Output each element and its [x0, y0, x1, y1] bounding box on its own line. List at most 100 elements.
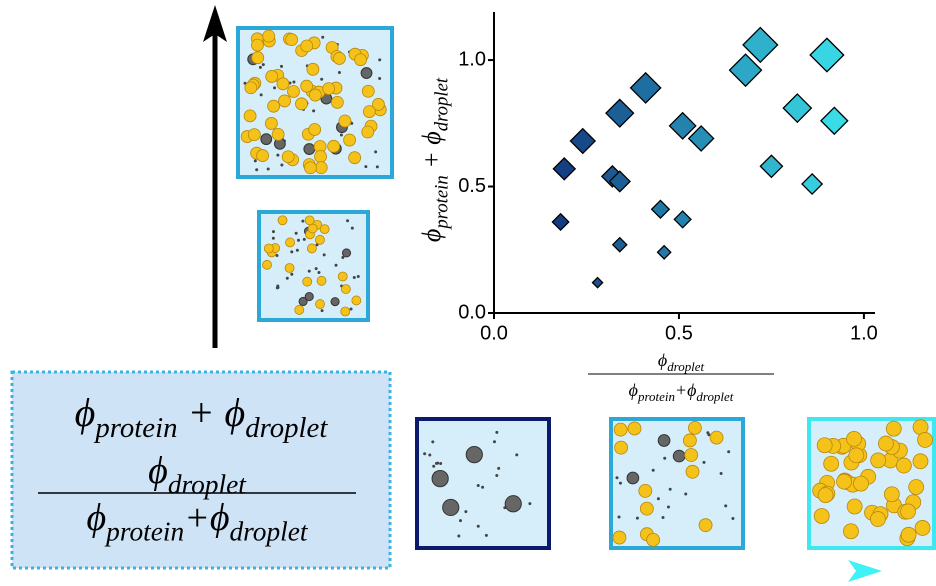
polymer-bead: [317, 270, 321, 274]
math-part: protein: [104, 517, 184, 547]
polymer-bead: [719, 471, 723, 475]
droplet: [271, 128, 285, 141]
y-tick-label: 0.5: [458, 175, 486, 197]
polymer-bead: [495, 473, 499, 477]
droplet: [308, 88, 322, 102]
droplet: [284, 263, 295, 273]
droplet: [316, 275, 327, 286]
protein-cluster: [504, 495, 522, 513]
droplet: [314, 150, 327, 163]
droplet: [285, 237, 295, 248]
droplet: [267, 99, 281, 113]
math-part: droplet: [168, 470, 247, 500]
droplet: [306, 62, 320, 76]
polymer-bead: [364, 165, 368, 169]
droplet: [843, 523, 859, 540]
polymer-bead: [484, 533, 488, 537]
droplet: [816, 437, 833, 454]
point: [782, 93, 813, 124]
point: [608, 170, 631, 193]
polymer-bead: [312, 109, 316, 113]
droplet: [244, 81, 258, 95]
polymer-bead: [356, 274, 360, 278]
point: [629, 71, 662, 104]
polymer-bead: [378, 77, 382, 81]
droplet: [256, 149, 269, 162]
polymer-bead: [476, 483, 480, 487]
droplet: [895, 457, 912, 474]
point: [742, 26, 779, 64]
droplet: [914, 520, 931, 536]
droplet: [627, 421, 642, 436]
droplet: [361, 84, 375, 98]
point: [668, 111, 697, 140]
polymer-bead: [346, 219, 350, 223]
droplet: [308, 123, 322, 136]
polymer-bead: [457, 534, 461, 538]
math-label: ϕprotein + ϕdroplet: [417, 77, 452, 242]
protein-cluster: [657, 434, 671, 447]
droplet: [817, 487, 834, 504]
polymer-bead: [321, 35, 325, 39]
droplet: [304, 161, 317, 175]
math-part: +: [417, 145, 446, 176]
vertical-arrow-head: [203, 5, 227, 42]
point: [552, 156, 577, 181]
math-part: droplet: [696, 389, 733, 404]
polymer-bead: [495, 430, 499, 434]
polymer-bead: [350, 226, 354, 230]
math-part: droplet: [245, 412, 328, 444]
polymer-bead: [635, 516, 639, 520]
polymer-bead: [276, 153, 280, 157]
polymer-bead: [275, 253, 279, 257]
polymer-bead: [615, 476, 619, 480]
polymer-bead: [663, 456, 667, 460]
droplet: [315, 299, 325, 309]
polymer-bead: [435, 461, 439, 465]
droplet: [612, 530, 627, 545]
droplet: [823, 455, 840, 472]
polymer-bead: [431, 440, 435, 444]
droplet: [870, 511, 886, 527]
polymer-bead: [334, 263, 338, 267]
droplet: [300, 39, 314, 53]
droplet: [878, 435, 894, 452]
polymer-bead: [651, 468, 655, 472]
droplet: [362, 105, 376, 118]
droplet: [307, 223, 318, 234]
point: [687, 125, 715, 152]
polymer-bead: [341, 256, 345, 260]
polymer-bead: [617, 515, 621, 519]
protein-cluster: [626, 471, 640, 485]
x-tick-label: 1.0: [850, 322, 878, 344]
droplet: [285, 33, 299, 47]
point: [569, 127, 597, 155]
droplet: [883, 486, 900, 503]
math-part: droplet: [230, 517, 309, 547]
polymer-bead: [279, 64, 283, 68]
droplet: [327, 139, 341, 153]
droplet: [247, 128, 261, 142]
droplet: [243, 109, 257, 123]
polymer-bead: [476, 524, 480, 528]
math-part: ϕ: [210, 497, 230, 539]
horizontal-arrow-head: [848, 560, 882, 582]
illustration-particles: [240, 29, 933, 547]
point: [801, 172, 824, 196]
droplet: [315, 234, 325, 245]
droplet: [276, 77, 290, 91]
polymer-bead: [276, 284, 280, 288]
point: [611, 236, 628, 253]
droplet: [354, 53, 367, 67]
droplet: [251, 38, 264, 52]
droplet: [885, 420, 902, 437]
droplet: [302, 276, 313, 287]
protein-cluster: [465, 446, 483, 464]
protein-cluster: [442, 498, 460, 517]
point: [673, 210, 692, 229]
droplet: [304, 215, 315, 226]
droplet: [614, 440, 629, 455]
droplet: [846, 498, 863, 515]
math-part: ϕ: [148, 450, 168, 492]
droplet: [613, 422, 628, 437]
